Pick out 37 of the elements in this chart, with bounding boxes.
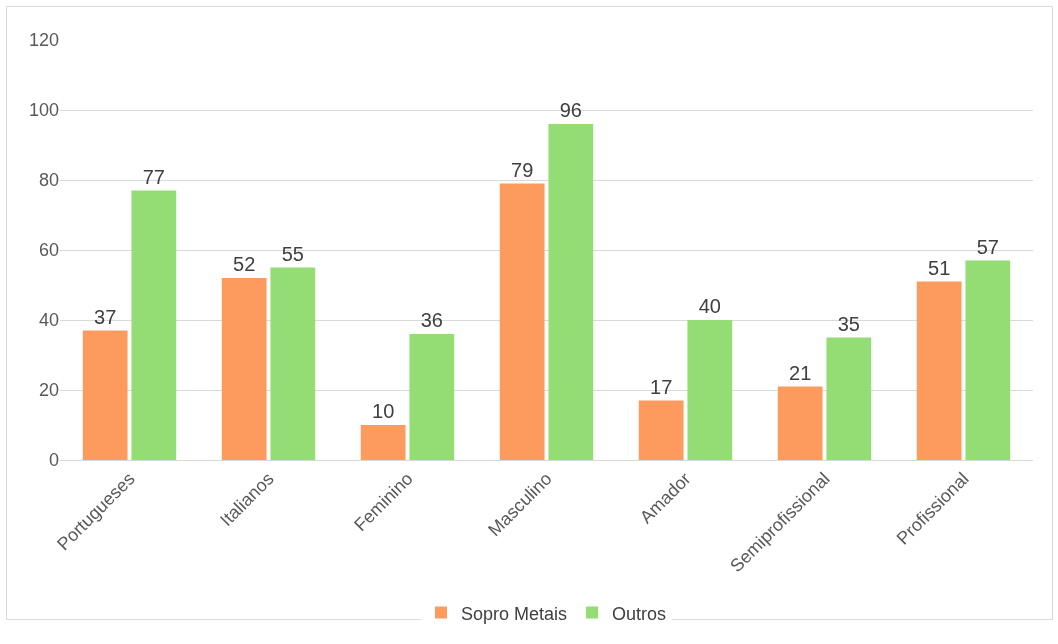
data-label: 10 bbox=[372, 400, 395, 422]
legend-label: Sopro Metais bbox=[461, 603, 568, 624]
data-label: 51 bbox=[928, 256, 951, 279]
y-tick-label: 20 bbox=[38, 380, 59, 401]
data-label: 17 bbox=[650, 375, 673, 398]
bar bbox=[360, 425, 406, 460]
bar bbox=[499, 183, 545, 460]
y-tick-label: 40 bbox=[38, 310, 59, 331]
bar bbox=[687, 320, 733, 460]
y-tick-label: 60 bbox=[38, 240, 59, 261]
bar bbox=[916, 281, 962, 460]
bar bbox=[82, 330, 128, 460]
bar bbox=[409, 334, 455, 460]
data-label: 37 bbox=[94, 305, 117, 328]
data-label: 79 bbox=[511, 158, 534, 181]
data-label: 55 bbox=[281, 242, 304, 265]
bar bbox=[270, 267, 316, 460]
bar bbox=[638, 400, 684, 460]
bar bbox=[826, 337, 872, 460]
data-label: 36 bbox=[420, 309, 443, 331]
data-label: 40 bbox=[698, 295, 721, 317]
data-label: 35 bbox=[837, 312, 860, 335]
data-label: 52 bbox=[233, 253, 256, 275]
y-tick-label: 100 bbox=[28, 100, 59, 121]
bar bbox=[965, 260, 1011, 460]
bar bbox=[131, 190, 177, 460]
data-label: 77 bbox=[142, 165, 165, 188]
data-label: 21 bbox=[789, 361, 812, 384]
bar bbox=[221, 278, 267, 460]
data-label: 57 bbox=[976, 235, 999, 258]
bar bbox=[777, 386, 823, 460]
bar bbox=[548, 124, 594, 460]
legend-label: Outros bbox=[612, 603, 667, 624]
data-label: 96 bbox=[559, 99, 582, 121]
y-tick-label: 0 bbox=[48, 450, 59, 471]
y-tick-label: 120 bbox=[28, 30, 59, 51]
y-tick-label: 80 bbox=[38, 170, 59, 191]
